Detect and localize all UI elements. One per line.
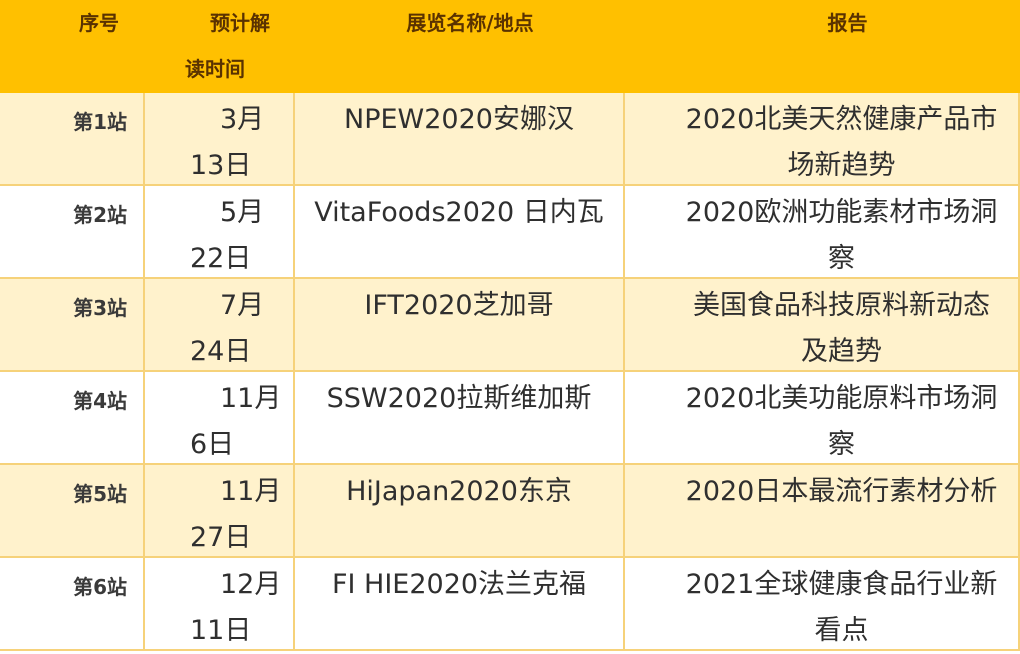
row-2-time: 5月 22日 [145, 186, 295, 279]
row-2-exhibition: VitaFoods2020 日内瓦 [295, 186, 625, 279]
row-2-day: 22日 [190, 243, 252, 274]
row-3-report: 美国食品科技原料新动态及趋势 [625, 279, 1020, 372]
row-3-day: 24日 [190, 336, 252, 367]
row-5-seq: 第5站 [0, 465, 145, 558]
row-3-seq: 第3站 [0, 279, 145, 372]
row-4-seq: 第4站 [0, 372, 145, 465]
row-1-exhibition: NPEW2020安娜汉 [295, 93, 625, 186]
row-4-exhibition: SSW2020拉斯维加斯 [295, 372, 625, 465]
row-5-day: 27日 [190, 522, 252, 553]
row-6-seq: 第6站 [0, 558, 145, 651]
row-2-seq: 第2站 [0, 186, 145, 279]
row-4-time: 11月 6日 [145, 372, 295, 465]
header-report: 报告 [625, 0, 1020, 93]
row-1-day: 13日 [190, 150, 252, 181]
row-5-report: 2020日本最流行素材分析 [625, 465, 1020, 558]
row-3-month: 7月 [220, 290, 265, 321]
row-1-month: 3月 [220, 104, 265, 135]
row-2-month: 5月 [220, 197, 265, 228]
row-2-report: 2020欧洲功能素材市场洞察 [625, 186, 1020, 279]
row-6-month: 12月 [220, 569, 282, 600]
row-6-report: 2021全球健康食品行业新看点 [625, 558, 1020, 651]
row-4-month: 11月 [220, 383, 282, 414]
row-5-time: 11月 27日 [145, 465, 295, 558]
row-1-report: 2020北美天然健康产品市场新趋势 [625, 93, 1020, 186]
header-seq: 序号 [0, 0, 145, 93]
row-3-exhibition: IFT2020芝加哥 [295, 279, 625, 372]
row-3-time: 7月 24日 [145, 279, 295, 372]
header-time-line1: 预计解 [210, 11, 270, 35]
header-time-line2: 读时间 [185, 57, 245, 81]
header-time: 预计解 读时间 [145, 0, 295, 93]
row-4-report: 2020北美功能原料市场洞察 [625, 372, 1020, 465]
row-1-time: 3月 13日 [145, 93, 295, 186]
row-6-day: 11日 [190, 615, 252, 646]
row-6-exhibition: FI HIE2020法兰克福 [295, 558, 625, 651]
row-5-month: 11月 [220, 476, 282, 507]
row-6-time: 12月 11日 [145, 558, 295, 651]
row-5-exhibition: HiJapan2020东京 [295, 465, 625, 558]
row-4-day: 6日 [190, 429, 235, 460]
header-exhibition: 展览名称/地点 [295, 0, 625, 93]
row-1-seq: 第1站 [0, 93, 145, 186]
